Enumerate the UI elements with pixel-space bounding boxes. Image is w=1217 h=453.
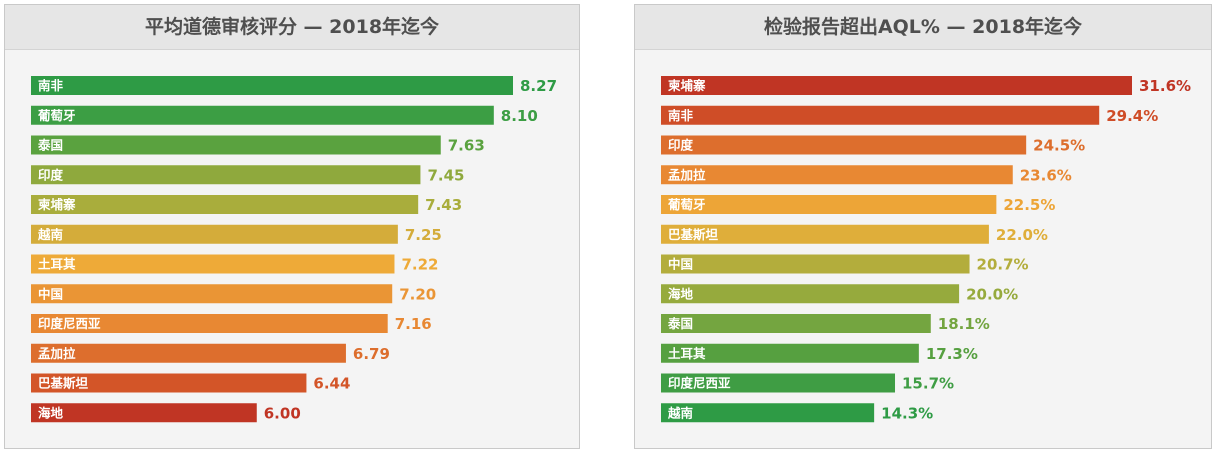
left-bar-label-3: 印度 [38, 167, 64, 182]
left-value-label-3: 7.45 [427, 166, 464, 184]
right-value-label-7: 20.0% [966, 285, 1018, 303]
right-bar-0 [661, 76, 1132, 95]
right-bar-chart: 柬埔寨 31.6% 南非 29.4% 印度 24.5% 孟加拉 23.6% 葡萄牙 22.5% 巴基… [661, 76, 1191, 423]
left-bar-label-7: 中国 [38, 286, 63, 301]
left-bar-4 [31, 195, 419, 214]
left-value-label-6: 7.22 [401, 256, 438, 274]
right-bar-6 [661, 254, 970, 274]
right-bar-label-1: 南非 [668, 108, 694, 123]
left-bar-2 [31, 135, 441, 155]
left-bar-label-0: 南非 [38, 78, 64, 93]
right-bar-label-8: 泰国 [667, 316, 693, 331]
left-bar-label-6: 土耳其 [38, 257, 76, 272]
left-value-label-7: 7.20 [399, 285, 436, 303]
left-chart-title: 平均道德审核评分 — 2018年迄今 [5, 5, 579, 50]
left-bar-10 [31, 373, 307, 393]
left-value-label-5: 7.25 [405, 226, 442, 244]
right-bar-4 [661, 195, 997, 214]
left-value-label-8: 7.16 [395, 315, 432, 333]
right-value-label-8: 18.1% [938, 315, 990, 333]
right-bar-9 [661, 343, 919, 363]
left-bar-11 [31, 403, 257, 423]
left-bar-chart: 南非 8.27 葡萄牙 8.10 泰国 7.63 印度 7.45 柬埔寨 7.43 越南 7.25 土耳… [31, 76, 557, 423]
right-bar-7 [661, 284, 960, 304]
right-value-label-3: 23.6% [1020, 166, 1072, 184]
left-value-label-0: 8.27 [520, 77, 557, 95]
right-value-label-0: 31.6% [1139, 77, 1191, 95]
left-bar-label-9: 孟加拉 [38, 346, 76, 361]
right-bar-label-9: 土耳其 [668, 346, 706, 361]
right-bar-label-4: 葡萄牙 [667, 197, 706, 212]
left-value-label-4: 7.43 [425, 196, 462, 214]
right-value-label-6: 20.7% [977, 256, 1029, 274]
left-bar-label-5: 越南 [37, 227, 64, 242]
left-bar-label-10: 巴基斯坦 [38, 376, 89, 391]
left-chart-panel: 平均道德审核评分 — 2018年迄今 南非 8.27 葡萄牙 8.10 泰国 7.63 印度… [4, 4, 580, 449]
right-chart-title: 检验报告超出AQL% — 2018年迄今 [635, 5, 1211, 50]
left-bar-3 [31, 165, 421, 185]
right-value-label-2: 24.5% [1033, 137, 1085, 155]
left-bar-label-1: 葡萄牙 [37, 108, 76, 123]
right-value-label-10: 15.7% [902, 375, 954, 393]
right-bar-10 [661, 373, 896, 393]
right-bar-8 [661, 314, 931, 333]
left-bar-9 [31, 343, 346, 363]
left-bar-1 [31, 105, 494, 125]
right-bar-3 [661, 165, 1013, 185]
left-value-label-11: 6.00 [264, 404, 301, 422]
right-bar-1 [661, 105, 1100, 125]
right-chart-panel: 检验报告超出AQL% — 2018年迄今 柬埔寨 31.6% 南非 29.4% 印度 24… [634, 4, 1212, 449]
right-value-label-9: 17.3% [926, 345, 978, 363]
right-bar-5 [661, 224, 989, 244]
right-bar-11 [661, 403, 875, 423]
left-bar-label-2: 泰国 [37, 138, 63, 153]
left-value-label-10: 6.44 [313, 375, 350, 393]
left-bar-6 [31, 254, 395, 274]
left-bar-label-11: 海地 [38, 405, 64, 420]
right-bar-label-11: 越南 [667, 405, 694, 420]
left-bar-8 [31, 314, 388, 333]
right-bar-label-2: 印度 [668, 138, 694, 153]
left-bar-5 [31, 224, 398, 244]
left-value-label-1: 8.10 [501, 107, 538, 125]
left-value-label-9: 6.79 [353, 345, 390, 363]
right-value-label-5: 22.0% [996, 226, 1048, 244]
right-bar-label-3: 孟加拉 [668, 167, 706, 182]
right-bar-label-0: 柬埔寨 [667, 78, 706, 93]
right-value-label-11: 14.3% [881, 404, 933, 422]
right-bar-2 [661, 135, 1027, 155]
right-bar-label-10: 印度尼西亚 [668, 376, 731, 391]
right-bar-label-5: 巴基斯坦 [668, 227, 719, 242]
left-value-label-2: 7.63 [448, 137, 485, 155]
left-bar-label-4: 柬埔寨 [37, 197, 76, 212]
right-value-label-4: 22.5% [1003, 196, 1055, 214]
right-bar-label-6: 中国 [668, 257, 693, 272]
right-bar-label-7: 海地 [668, 286, 694, 301]
right-value-label-1: 29.4% [1106, 107, 1158, 125]
left-bar-7 [31, 284, 393, 304]
left-bar-0 [31, 76, 513, 95]
left-bar-label-8: 印度尼西亚 [38, 316, 101, 331]
